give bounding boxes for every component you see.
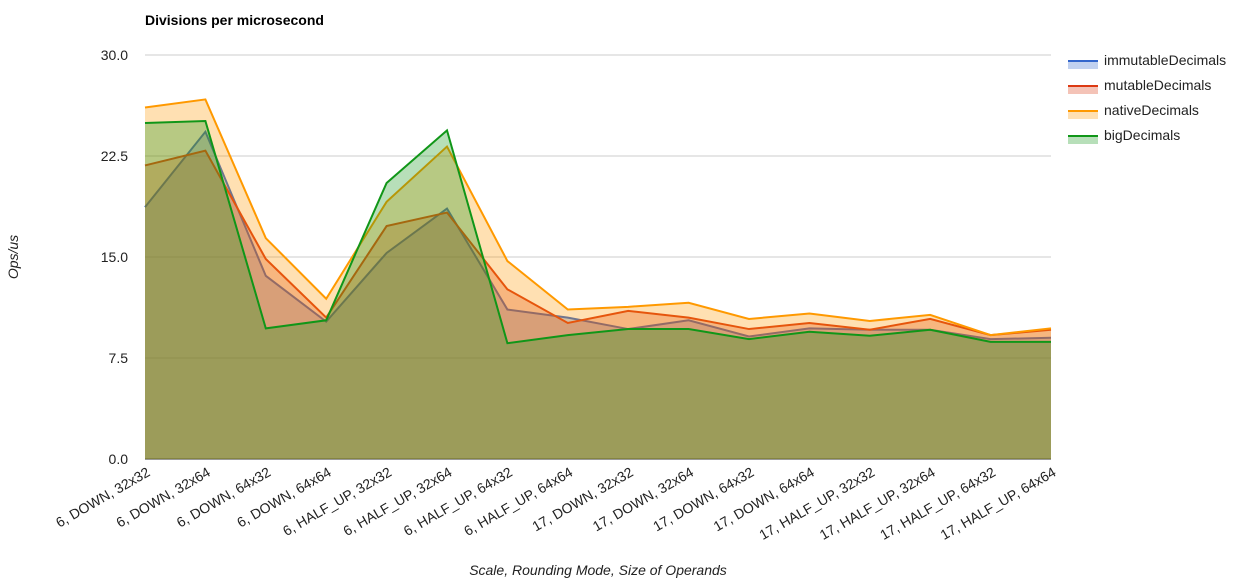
y-tick-label: 0.0 bbox=[109, 451, 129, 467]
x-axis-title: Scale, Rounding Mode, Size of Operands bbox=[469, 562, 727, 578]
legend-item: immutableDecimals bbox=[1068, 52, 1226, 69]
legend-item: nativeDecimals bbox=[1068, 102, 1199, 119]
legend-swatch bbox=[1068, 111, 1098, 119]
x-tick-label: 6, HALF_UP, 64x32 bbox=[401, 464, 515, 539]
area-nativeDecimals bbox=[145, 99, 1051, 459]
legend-swatch bbox=[1068, 86, 1098, 94]
legend: immutableDecimals mutableDecimals nativeDe… bbox=[1068, 52, 1226, 144]
line-bigDecimals bbox=[144, 119, 1051, 345]
legend-label: nativeDecimals bbox=[1104, 102, 1199, 118]
x-tick-label: 6, HALF_UP, 64x64 bbox=[461, 464, 575, 539]
area-bigDecimals bbox=[145, 120, 1051, 459]
legend-label: immutableDecimals bbox=[1104, 52, 1226, 68]
line-immutableDecimals bbox=[144, 129, 1052, 341]
x-tick-label: 17, DOWN, 32x32 bbox=[529, 464, 636, 535]
line-mutableDecimals bbox=[144, 149, 1052, 337]
chart-title: Divisions per microsecond bbox=[145, 12, 324, 28]
area-mutableDecimals bbox=[145, 150, 1051, 459]
line-nativeDecimals bbox=[144, 98, 1052, 337]
y-tick-label: 30.0 bbox=[101, 47, 128, 63]
x-tick-label: 6, HALF_UP, 32x32 bbox=[280, 464, 394, 539]
x-tick-label: 17, DOWN, 64x32 bbox=[650, 464, 757, 535]
legend-swatch bbox=[1068, 136, 1098, 144]
x-tick-label: 17, HALF_UP, 64x64 bbox=[937, 464, 1058, 543]
y-tick-label: 22.5 bbox=[101, 148, 128, 164]
series-areas bbox=[144, 98, 1052, 459]
legend-item: bigDecimals bbox=[1068, 127, 1180, 144]
legend-item: mutableDecimals bbox=[1068, 77, 1211, 94]
x-tick-label: 17, DOWN, 32x64 bbox=[590, 464, 697, 535]
legend-label: mutableDecimals bbox=[1104, 77, 1211, 93]
gridlines bbox=[145, 54, 1051, 460]
legend-swatch bbox=[1068, 61, 1098, 69]
y-tick-label: 7.5 bbox=[109, 350, 129, 366]
legend-label: bigDecimals bbox=[1104, 127, 1180, 143]
area-immutableDecimals bbox=[145, 131, 1051, 459]
y-axis-title: Ops/us bbox=[5, 235, 21, 279]
y-axis-ticks: 0.0 7.5 15.0 22.5 30.0 bbox=[101, 47, 128, 467]
y-tick-label: 15.0 bbox=[101, 249, 128, 265]
x-tick-label: 6, HALF_UP, 32x64 bbox=[340, 464, 454, 539]
